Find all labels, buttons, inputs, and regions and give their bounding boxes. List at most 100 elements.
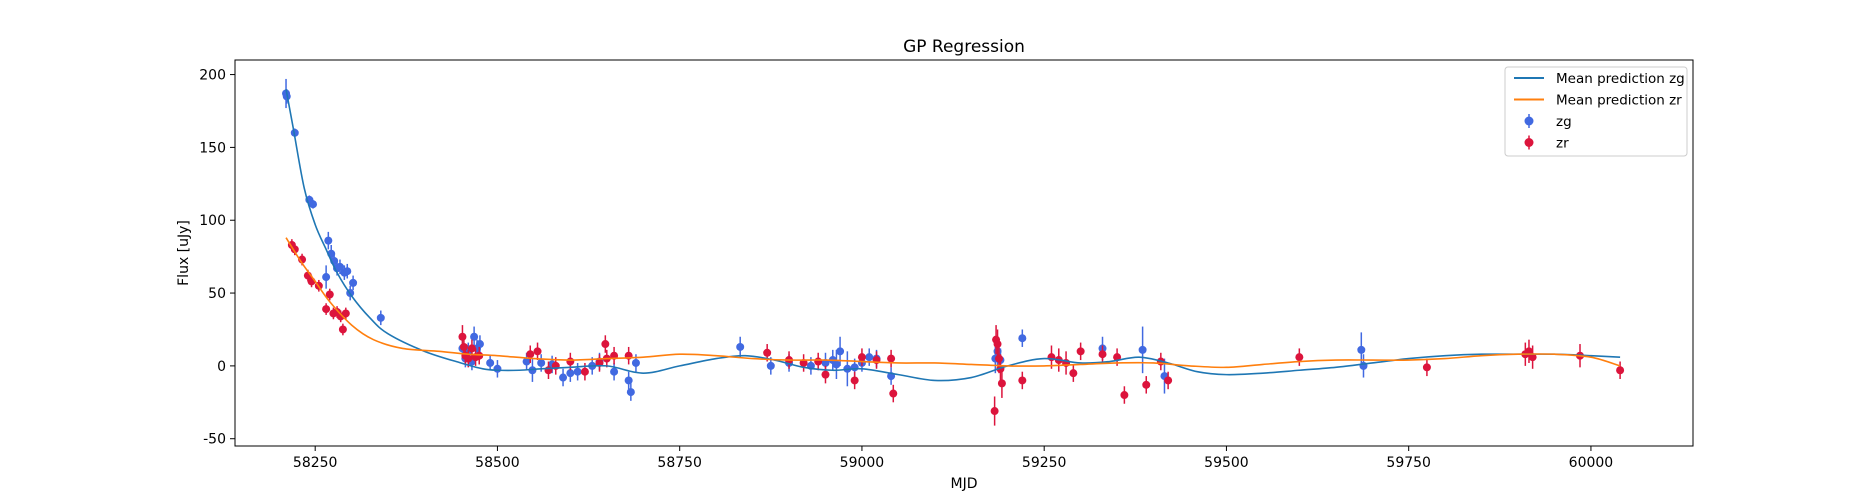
plot-frame (234, 59, 1694, 447)
zr-point-31 (763, 348, 772, 357)
zg-point-20 (470, 332, 479, 341)
zr-point-58 (1164, 376, 1173, 385)
zr-point-13 (458, 332, 467, 341)
y-tick-label-0: -50 (203, 432, 226, 448)
zr-point-33 (799, 358, 808, 367)
zg-point-55 (1018, 334, 1027, 343)
zr-point-46 (997, 379, 1006, 388)
zg-point-35 (624, 376, 633, 385)
zr-point-19 (475, 351, 484, 360)
x-tick-label-6: 59750 (1386, 455, 1431, 471)
zr-point-25 (580, 367, 589, 376)
zg-point-59 (1357, 345, 1366, 354)
zg-point-38 (736, 342, 745, 351)
zr-point-51 (1069, 369, 1078, 378)
x-tick-label-5: 59500 (1204, 455, 1249, 471)
y-tick-label-2: 50 (208, 286, 226, 302)
zr-point-41 (990, 407, 999, 416)
zg-point-27 (537, 358, 546, 367)
zg-point-24 (493, 364, 502, 373)
zg-point-42 (821, 358, 830, 367)
zg-point-37 (631, 358, 640, 367)
zg-point-34 (610, 367, 619, 376)
zg-point-39 (766, 361, 775, 370)
chart-title: GP Regression (903, 37, 1025, 57)
x-tick-label-3: 59000 (840, 455, 885, 471)
zg-point-5 (322, 273, 331, 282)
zr-point-39 (887, 354, 896, 363)
zr-point-11 (338, 325, 347, 334)
zg-point-22 (475, 340, 484, 349)
zr-point-53 (1098, 350, 1107, 359)
zr-point-47 (1018, 376, 1027, 385)
legend-box (1504, 66, 1688, 157)
legend-label-2: zg (1556, 114, 1572, 130)
series-line-0 (285, 88, 1621, 382)
zr-point-44 (994, 354, 1003, 363)
zr-point-34 (814, 357, 823, 366)
zr-point-6 (322, 305, 331, 314)
zg-point-49 (865, 353, 874, 362)
legend-label-3: zr (1556, 136, 1569, 152)
zr-point-55 (1120, 391, 1129, 400)
zg-point-30 (566, 369, 575, 378)
y-tick-label-3: 100 (199, 213, 226, 229)
zr-point-27 (601, 340, 610, 349)
zg-point-6 (324, 236, 333, 245)
legend: Mean prediction zg Mean prediction zr zg zr (1504, 66, 1688, 157)
zr-point-52 (1076, 347, 1085, 356)
zg-point-14 (349, 278, 358, 287)
x-tick-label-4: 59250 (1022, 455, 1067, 471)
zg-point-25 (522, 357, 531, 366)
y-axis-label: Flux [uJy] (176, 220, 192, 286)
zr-point-37 (857, 353, 866, 362)
zr-point-7 (325, 290, 334, 299)
zg-point-23 (486, 358, 495, 367)
zg-point-15 (376, 313, 385, 322)
x-tick-label-2: 58750 (657, 455, 702, 471)
zr-point-21 (533, 347, 542, 356)
zg-point-4 (309, 200, 318, 209)
x-tick-label-7: 60000 (1569, 455, 1614, 471)
zr-point-35 (821, 370, 830, 379)
zg-point-26 (528, 366, 537, 375)
x-tick-label-1: 58500 (475, 455, 520, 471)
x-axis-label: MJD (951, 476, 978, 492)
zg-point-47 (850, 363, 859, 372)
zr-point-40 (889, 389, 898, 398)
zg-point-44 (832, 360, 841, 369)
zg-point-45 (836, 347, 845, 356)
zr-point-60 (1422, 363, 1431, 372)
zr-point-24 (566, 357, 575, 366)
axes-layer: 58250 58500 58750 59000 59250 59500 59750 60000… (199, 68, 1613, 471)
zg-point-57 (1138, 345, 1147, 354)
zg-point-36 (626, 388, 635, 397)
zr-point-43 (993, 340, 1002, 349)
y-tick-label-5: 200 (199, 68, 226, 84)
series-line-1 (285, 237, 1621, 369)
zr-point-17 (467, 344, 476, 353)
y-tick-label-1: 0 (217, 359, 226, 375)
zr-point-56 (1142, 380, 1151, 389)
legend-marker-3 (1524, 138, 1534, 147)
zg-point-10 (335, 262, 344, 271)
zg-point-29 (559, 373, 568, 382)
zr-point-16 (464, 354, 473, 363)
zg-point-31 (573, 367, 582, 376)
legend-label-1: Mean prediction zr (1556, 93, 1682, 109)
zg-point-12 (343, 267, 352, 276)
zr-point-20 (526, 350, 535, 359)
zr-point-63 (1528, 353, 1537, 362)
plot-layer (282, 78, 1625, 426)
x-tick-label-0: 58250 (293, 455, 338, 471)
zr-point-22 (544, 366, 553, 375)
y-tick-label-4: 150 (199, 140, 226, 156)
zr-point-59 (1295, 353, 1304, 362)
zr-point-36 (850, 376, 859, 385)
zr-point-54 (1113, 353, 1122, 362)
zr-point-14 (459, 342, 468, 351)
legend-marker-2 (1524, 116, 1534, 126)
plot-area (282, 78, 1625, 426)
zr-point-65 (1616, 366, 1625, 375)
